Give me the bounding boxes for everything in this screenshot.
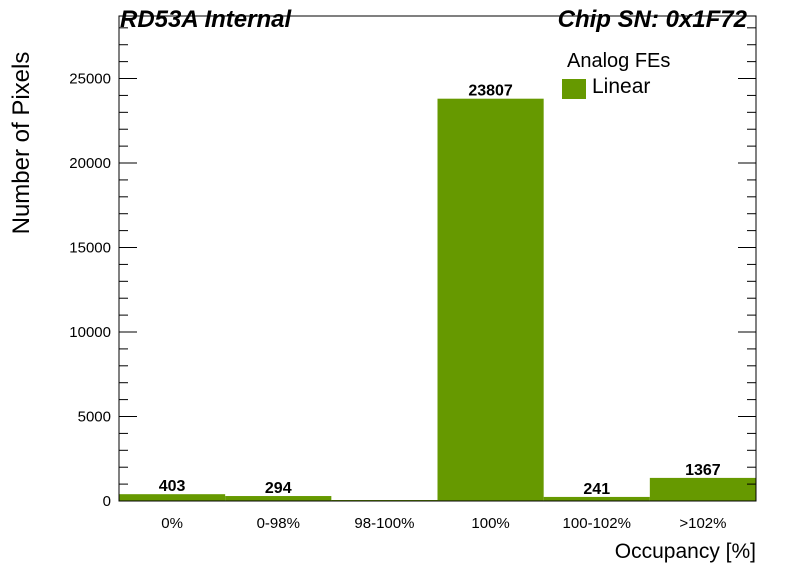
chart-title-left: RD53A Internal xyxy=(120,6,292,33)
legend-title: Analog FEs xyxy=(567,50,671,72)
y-tick-label: 0 xyxy=(103,493,111,510)
y-tick-label: 15000 xyxy=(69,240,111,257)
chart-title-right: Chip SN: 0x1F72 xyxy=(557,6,747,33)
plot-frame xyxy=(118,15,757,502)
bar xyxy=(119,494,226,501)
legend-swatch xyxy=(562,79,586,99)
x-axis-label: Occupancy [%] xyxy=(614,540,756,563)
x-tick-label: 0-98% xyxy=(257,515,300,532)
x-tick-label: 100% xyxy=(471,515,509,532)
data-label: 403 xyxy=(159,478,186,495)
x-tick-label: 100-102% xyxy=(563,515,631,532)
data-label: 294 xyxy=(265,480,292,497)
data-label: 23807 xyxy=(468,83,513,100)
bar xyxy=(437,98,544,501)
bar xyxy=(649,477,756,501)
y-tick-label: 5000 xyxy=(78,409,111,426)
y-tick-label: 20000 xyxy=(69,155,111,172)
data-label: 241 xyxy=(583,481,610,498)
data-label: 1367 xyxy=(685,462,721,479)
bar xyxy=(543,496,650,501)
x-tick-label: 98-100% xyxy=(354,515,414,532)
x-tick-label: 0% xyxy=(161,515,183,532)
x-tick-label: >102% xyxy=(679,515,726,532)
legend-label: Linear xyxy=(592,75,651,98)
bar xyxy=(225,496,332,501)
y-tick-label: 10000 xyxy=(69,324,111,341)
y-tick-label: 25000 xyxy=(69,71,111,88)
